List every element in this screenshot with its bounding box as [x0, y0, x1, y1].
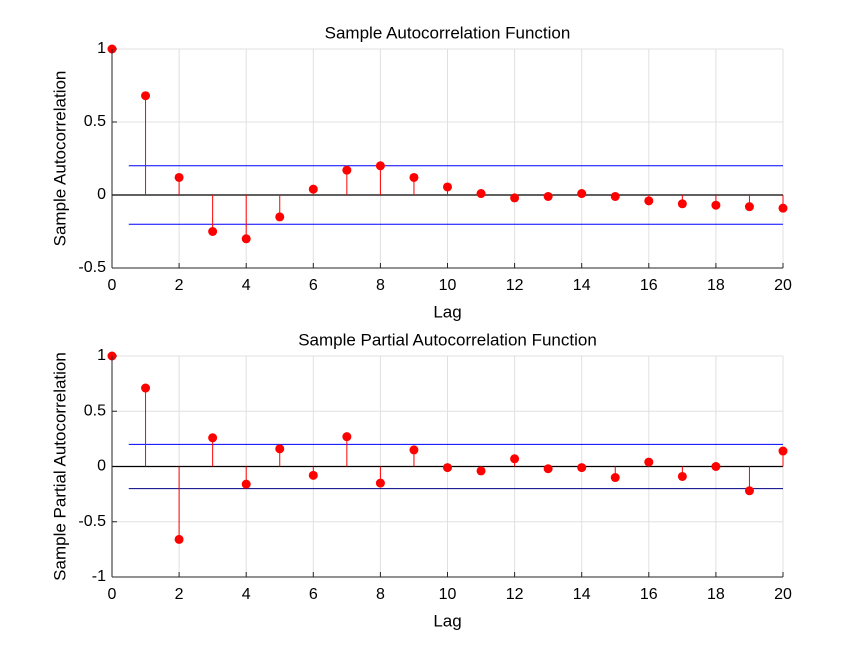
stem-marker — [677, 199, 687, 209]
y-tick-label: -1 — [92, 568, 106, 585]
stem-marker — [476, 466, 486, 476]
stem-marker — [141, 383, 151, 393]
stem-marker — [141, 91, 151, 101]
x-tick-label: 0 — [108, 586, 117, 603]
stem-marker — [443, 463, 452, 473]
stem-marker — [409, 445, 419, 455]
stem-marker — [174, 172, 184, 182]
chart-title: Sample Autocorrelation Function — [325, 23, 571, 42]
stem-marker — [208, 227, 218, 236]
stem-marker — [510, 193, 520, 203]
x-tick-label: 6 — [309, 277, 318, 294]
x-tick-label: 4 — [242, 586, 251, 603]
x-axis-label: Lag — [433, 302, 461, 321]
x-axis-label: Lag — [433, 611, 461, 630]
stem-marker — [744, 486, 754, 496]
stem-marker — [543, 464, 553, 474]
x-tick-label: 18 — [707, 586, 725, 603]
stem-marker — [711, 200, 721, 210]
stem-marker — [476, 189, 486, 199]
stem-marker — [208, 433, 218, 443]
y-tick-label: 1 — [97, 40, 106, 57]
y-tick-label: -0.5 — [78, 259, 106, 276]
stem-marker — [443, 182, 452, 192]
stem-marker — [174, 534, 184, 544]
y-tick-label: 0.5 — [84, 402, 106, 419]
stem-marker — [308, 184, 318, 194]
stem-marker — [711, 462, 721, 471]
y-tick-label: 1 — [97, 347, 106, 364]
x-tick-label: 8 — [376, 586, 385, 603]
x-tick-label: 4 — [242, 277, 251, 294]
stem-marker — [577, 463, 587, 473]
y-tick-label: 0 — [97, 458, 106, 475]
stem-marker — [241, 479, 251, 489]
stem-marker — [610, 191, 620, 201]
x-tick-label: 16 — [640, 586, 658, 603]
y-axis-label: Sample Partial Autocorrelation — [50, 352, 69, 581]
stem-marker — [644, 196, 654, 206]
x-tick-label: 8 — [376, 277, 385, 294]
stem-marker — [409, 172, 419, 182]
x-tick-label: 0 — [108, 277, 117, 294]
stem-marker — [610, 473, 620, 483]
x-tick-label: 10 — [439, 277, 457, 294]
x-tick-label: 18 — [707, 277, 725, 294]
x-tick-label: 12 — [506, 277, 524, 294]
stem-marker — [577, 189, 587, 199]
stem-marker — [744, 202, 754, 212]
stem-marker — [375, 161, 385, 171]
stem-marker — [241, 234, 251, 244]
x-tick-label: 14 — [573, 586, 591, 603]
x-tick-label: 12 — [506, 586, 524, 603]
stem-marker — [342, 432, 352, 442]
stem-marker — [275, 444, 285, 454]
stem-marker — [510, 454, 520, 464]
stem-marker — [778, 446, 788, 456]
x-tick-label: 20 — [774, 277, 792, 294]
x-tick-label: 2 — [175, 277, 184, 294]
x-tick-label: 16 — [640, 277, 658, 294]
x-tick-label: 20 — [774, 586, 792, 603]
stem-marker — [375, 478, 385, 488]
stem-marker — [275, 212, 285, 222]
y-tick-label: 0.5 — [84, 113, 106, 130]
y-tick-label: 0 — [97, 186, 106, 203]
stem-marker — [644, 457, 654, 467]
stem-marker — [342, 165, 352, 175]
stem-marker — [778, 203, 788, 213]
y-axis-label: Sample Autocorrelation — [50, 71, 69, 247]
x-tick-label: 2 — [175, 586, 184, 603]
x-tick-label: 6 — [309, 586, 318, 603]
y-tick-label: -0.5 — [78, 513, 106, 530]
chart-title: Sample Partial Autocorrelation Function — [298, 330, 597, 349]
stem-marker — [543, 191, 553, 201]
x-tick-label: 10 — [439, 586, 457, 603]
x-tick-label: 14 — [573, 277, 591, 294]
stem-marker — [308, 470, 318, 480]
stem-marker — [677, 471, 687, 481]
